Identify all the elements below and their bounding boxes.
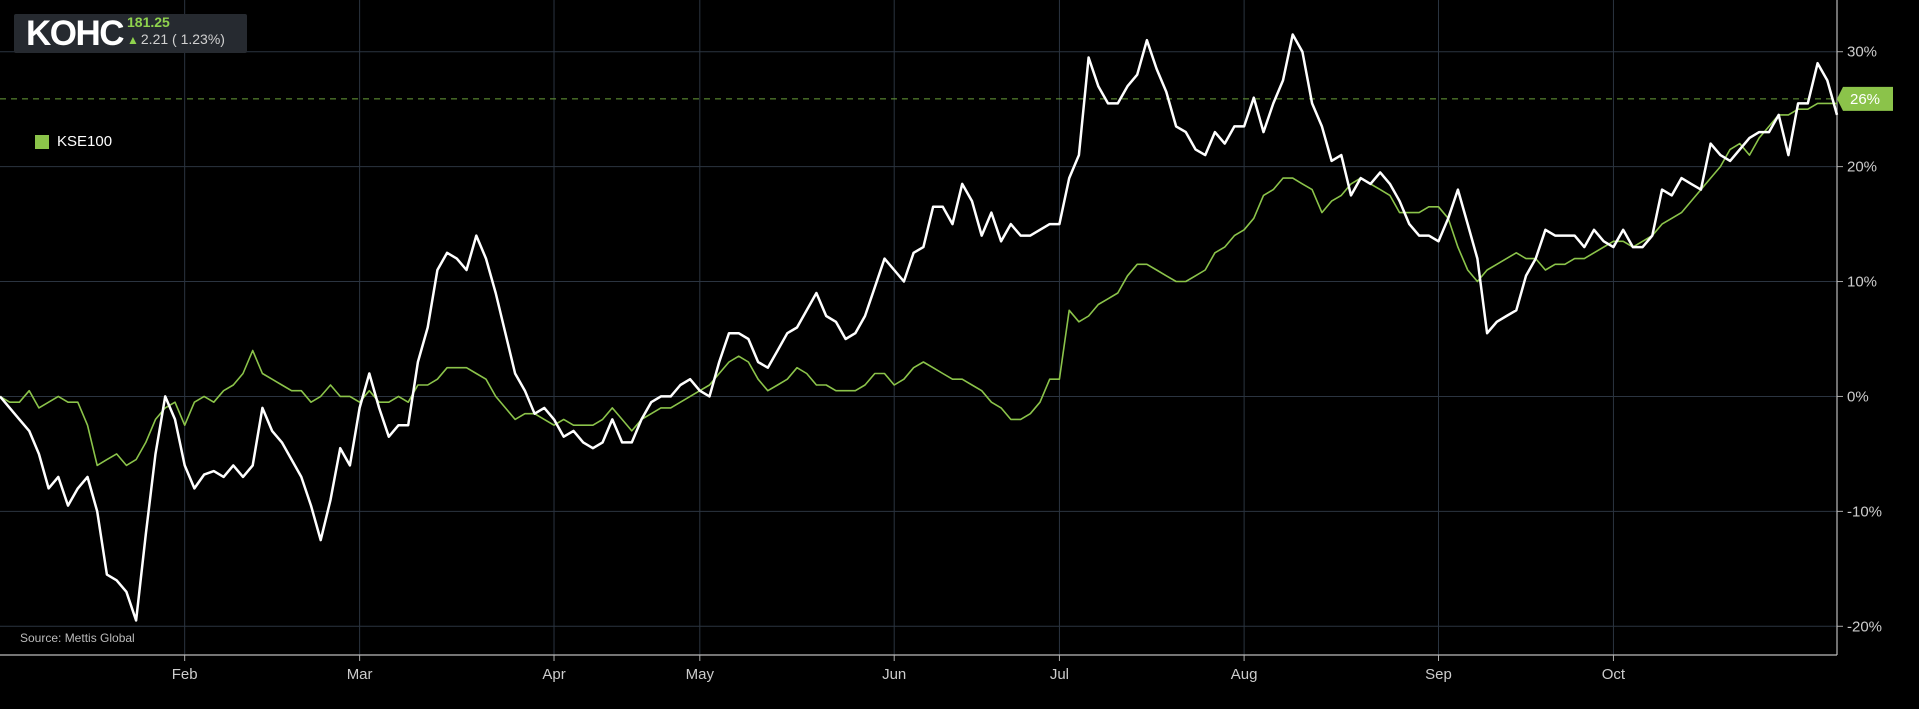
- ticker-price: 181.25: [127, 14, 170, 30]
- x-tick-label: May: [686, 666, 715, 683]
- reference-badge-shape: [1837, 86, 1893, 111]
- series-line-kse100: [0, 102, 1837, 467]
- y-tick-label: 0%: [1847, 388, 1869, 405]
- ticker-symbol: KOHC: [26, 14, 125, 53]
- legend-swatch-kse100: [35, 134, 49, 149]
- x-tick-label: Oct: [1602, 666, 1626, 683]
- y-tick-label: -20%: [1847, 618, 1882, 635]
- reference-badge-label: 26%: [1850, 91, 1880, 108]
- chart-legend[interactable]: KSE100: [35, 133, 112, 150]
- y-tick-label: 10%: [1847, 274, 1877, 291]
- source-note: Source: Mettis Global: [20, 631, 135, 645]
- ticker-header: KOHC 181.25 ▲ 2.21 ( 1.23%): [14, 14, 247, 53]
- ticker-change: 2.21 ( 1.23%): [140, 31, 225, 47]
- legend-label-kse100: KSE100: [57, 133, 113, 150]
- x-tick-label: Aug: [1231, 666, 1258, 683]
- y-tick-label: 30%: [1847, 44, 1877, 61]
- x-tick-label: Apr: [542, 666, 565, 683]
- up-arrow-icon: ▲: [127, 33, 139, 47]
- x-tick-label: Feb: [172, 666, 198, 683]
- x-tick-label: Jul: [1050, 666, 1069, 683]
- y-tick-label: 20%: [1847, 159, 1877, 176]
- ticker-change-row: ▲ 2.21 ( 1.23%): [127, 31, 225, 47]
- x-tick-label: Sep: [1425, 666, 1452, 683]
- reference-badge: 26%: [1837, 86, 1893, 111]
- y-tick-label: -10%: [1847, 503, 1882, 520]
- x-tick-label: Mar: [347, 666, 373, 683]
- series-line-kohc: [0, 33, 1839, 622]
- x-tick-label: Jun: [882, 666, 906, 683]
